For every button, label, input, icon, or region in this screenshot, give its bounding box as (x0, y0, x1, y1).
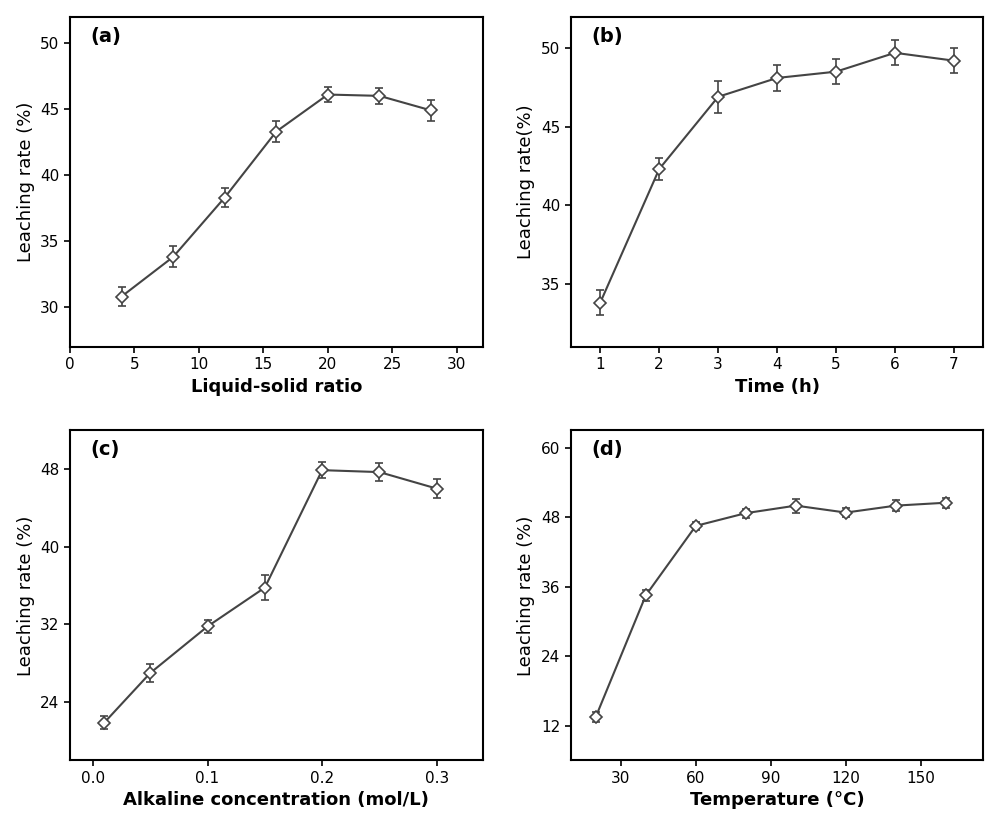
Text: (d): (d) (591, 440, 623, 459)
Y-axis label: Leaching rate (%): Leaching rate (%) (17, 102, 35, 262)
X-axis label: Temperature (°C): Temperature (°C) (690, 791, 864, 809)
X-axis label: Liquid-solid ratio: Liquid-solid ratio (191, 377, 362, 396)
Y-axis label: Leaching rate(%): Leaching rate(%) (517, 104, 535, 259)
Y-axis label: Leaching rate (%): Leaching rate (%) (17, 515, 35, 676)
Text: (c): (c) (91, 440, 120, 459)
Text: (b): (b) (591, 26, 623, 45)
Text: (a): (a) (91, 26, 122, 45)
X-axis label: Time (h): Time (h) (735, 377, 820, 396)
X-axis label: Alkaline concentration (mol/L): Alkaline concentration (mol/L) (123, 791, 429, 809)
Y-axis label: Leaching rate (%): Leaching rate (%) (517, 515, 535, 676)
